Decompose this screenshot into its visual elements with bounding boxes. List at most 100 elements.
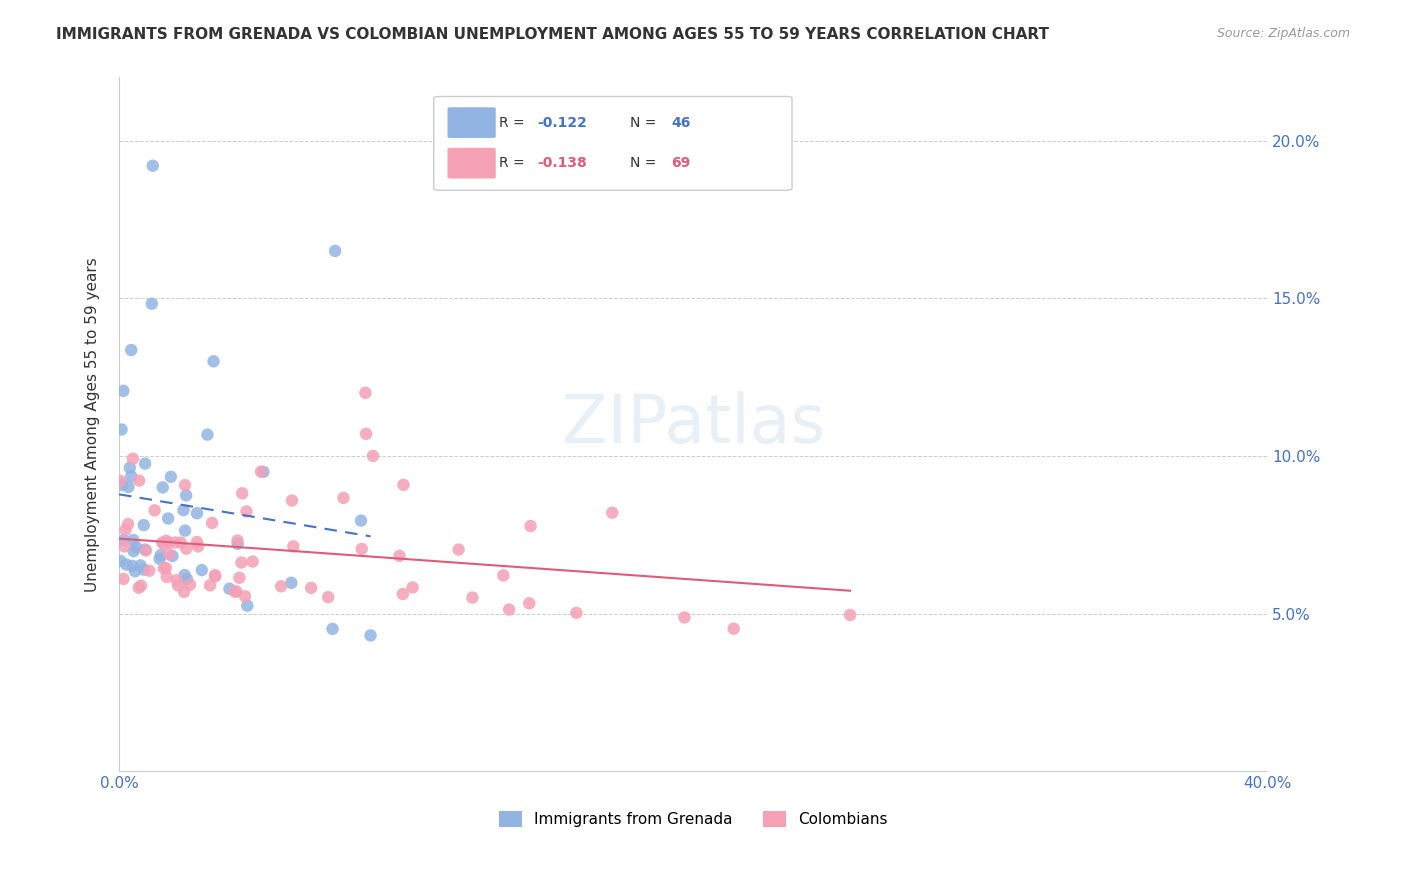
Point [176, 541, 198, 556]
Point [392, 587, 415, 601]
Point [218, 582, 240, 596]
Point [173, 585, 195, 599]
Point [117, 480, 139, 494]
Point [354, 385, 377, 400]
Point [152, 480, 174, 494]
Point [132, 563, 155, 577]
Point [392, 477, 415, 491]
Point [129, 579, 152, 593]
Point [202, 354, 225, 368]
Point [173, 568, 195, 582]
Point [332, 491, 354, 505]
Point [204, 569, 226, 583]
Point [231, 556, 253, 570]
Point [191, 563, 214, 577]
Point [350, 514, 373, 528]
Point [323, 244, 346, 258]
Point [498, 602, 520, 616]
Point [461, 591, 484, 605]
Point [354, 426, 377, 441]
Point [112, 533, 135, 547]
Point [492, 568, 515, 582]
Point [135, 543, 157, 558]
Point [174, 488, 197, 502]
Point [360, 628, 382, 642]
Point [160, 470, 183, 484]
Point [141, 296, 163, 310]
Point [124, 564, 146, 578]
Point [122, 544, 145, 558]
Text: ZIPatlas: ZIPatlas [561, 392, 825, 458]
Point [839, 607, 862, 622]
Point [388, 549, 411, 563]
Point [112, 572, 135, 586]
Point [283, 540, 305, 554]
Point [110, 554, 132, 568]
Point [111, 478, 134, 492]
Point [226, 537, 249, 551]
Point [118, 460, 141, 475]
Point [138, 564, 160, 578]
Point [519, 519, 541, 533]
Point [172, 503, 194, 517]
Point [174, 478, 197, 492]
Point [157, 511, 180, 525]
Point [723, 622, 745, 636]
Point [204, 568, 226, 582]
Point [231, 486, 253, 500]
Point [134, 542, 156, 557]
Point [150, 535, 173, 549]
Point [157, 535, 180, 549]
Point [233, 589, 256, 603]
Point [350, 541, 373, 556]
Point [198, 578, 221, 592]
Point [316, 590, 339, 604]
Point [600, 506, 623, 520]
Point [447, 542, 470, 557]
Point [225, 584, 247, 599]
Point [226, 533, 249, 548]
Point [114, 540, 136, 554]
Point [270, 579, 292, 593]
Point [236, 599, 259, 613]
Point [252, 465, 274, 479]
Point [174, 524, 197, 538]
Point [281, 493, 304, 508]
Point [121, 558, 143, 573]
Point [149, 552, 172, 566]
Point [142, 159, 165, 173]
Point [155, 561, 177, 575]
Point [401, 581, 423, 595]
Point [153, 561, 176, 575]
Point [149, 548, 172, 562]
Point [156, 570, 179, 584]
Point [132, 518, 155, 533]
Point [517, 596, 540, 610]
Point [121, 451, 143, 466]
Point [201, 516, 224, 530]
Point [129, 558, 152, 573]
Point [143, 503, 166, 517]
Point [117, 517, 139, 532]
Point [250, 465, 273, 479]
Point [176, 572, 198, 586]
Point [122, 533, 145, 547]
Point [565, 606, 588, 620]
Point [179, 578, 201, 592]
Point [361, 449, 384, 463]
Y-axis label: Unemployment Among Ages 55 to 59 years: Unemployment Among Ages 55 to 59 years [86, 257, 100, 591]
Point [157, 547, 180, 561]
Text: IMMIGRANTS FROM GRENADA VS COLOMBIAN UNEMPLOYMENT AMONG AGES 55 TO 59 YEARS CORR: IMMIGRANTS FROM GRENADA VS COLOMBIAN UNE… [56, 27, 1049, 42]
Point [186, 535, 208, 549]
Point [197, 427, 219, 442]
Point [152, 537, 174, 551]
Point [187, 540, 209, 554]
Legend: Immigrants from Grenada, Colombians: Immigrants from Grenada, Colombians [492, 805, 894, 833]
Point [165, 535, 187, 549]
Point [299, 581, 322, 595]
Point [280, 575, 302, 590]
Point [128, 581, 150, 595]
Point [242, 555, 264, 569]
Point [186, 506, 208, 520]
Point [112, 384, 135, 398]
